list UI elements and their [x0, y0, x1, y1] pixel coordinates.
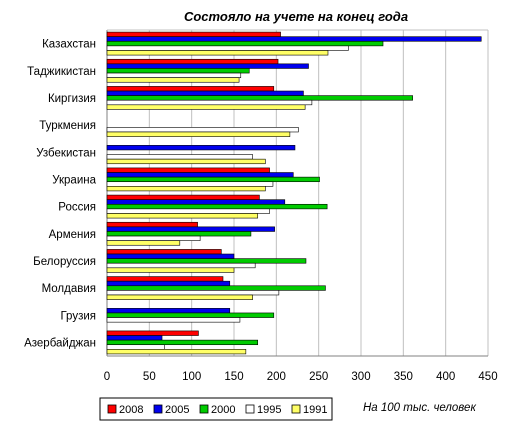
- bar-1995-7: [106, 235, 201, 241]
- bar-1991-1: [106, 77, 240, 83]
- bar-1991-4: [106, 158, 266, 165]
- bar-2005-9: [106, 280, 231, 287]
- bar-1991-7: [106, 240, 181, 246]
- legend-label-1995: 1995: [257, 404, 281, 416]
- bar-2005-6: [106, 199, 286, 205]
- category-label-2: Киргизия: [48, 93, 96, 105]
- x-tick-labels: 0 50 100 150 200 250 300 350 400 450: [104, 371, 498, 383]
- bar-2008-9: [106, 276, 224, 282]
- category-label-5: Украина: [52, 174, 96, 186]
- category-label-0: Казахстан: [42, 39, 96, 51]
- legend: 2008 2005 2000 1995 1991: [99, 397, 333, 421]
- x-tick-label-0: 0: [104, 371, 110, 383]
- legend-box: [99, 397, 333, 421]
- bar-1995-5: [106, 181, 274, 187]
- bar-2000-7: [106, 231, 252, 237]
- category-label-6: Россия: [58, 202, 96, 214]
- bar-1995-3: [106, 127, 299, 133]
- legend-swatch-2000: [199, 404, 209, 414]
- category-label-8: Белоруссия: [33, 256, 96, 268]
- bar-1991-5: [106, 186, 266, 192]
- bar-1995-8: [106, 262, 256, 269]
- bar-2005-0: [106, 36, 482, 42]
- bar-2000-11: [106, 339, 259, 346]
- bar-2008-1: [106, 58, 279, 65]
- bar-2005-7: [106, 226, 275, 232]
- bar-1995-1: [106, 72, 242, 78]
- bar-1995-10: [106, 317, 241, 323]
- legend-label-2005: 2005: [165, 404, 189, 416]
- x-tick-label-450: 450: [478, 371, 497, 383]
- category-label-11: Азербайджан: [24, 337, 96, 349]
- x-tick-label-250: 250: [309, 371, 328, 383]
- plot-area: [106, 31, 482, 355]
- bar-2000-8: [106, 258, 307, 264]
- bar-2005-8: [106, 253, 235, 259]
- bar-1991-8: [106, 267, 235, 273]
- legend-swatch-1995: [245, 404, 255, 414]
- bar-2005-11: [106, 335, 163, 341]
- x-tick-label-400: 400: [436, 371, 455, 383]
- bar-1995-0: [106, 45, 349, 51]
- bar-2000-0: [106, 40, 384, 47]
- bar-2000-9: [106, 285, 326, 291]
- units-note: На 100 тыс. человек: [363, 402, 476, 414]
- bar-2000-6: [106, 203, 328, 210]
- bar-2005-4: [106, 145, 296, 151]
- bar-1995-2: [106, 99, 313, 106]
- legend-label-2000: 2000: [211, 404, 235, 416]
- category-label-9: Молдавия: [42, 283, 96, 295]
- bar-2008-0: [106, 31, 281, 37]
- bar-2000-2: [106, 95, 413, 101]
- legend-swatch-2008: [107, 404, 117, 414]
- bar-1991-3: [106, 131, 291, 137]
- legend-label-1991: 1991: [303, 404, 327, 416]
- bar-2005-2: [106, 90, 304, 96]
- x-tick-label-200: 200: [267, 371, 286, 383]
- bar-2008-6: [106, 194, 260, 200]
- bar-2000-10: [106, 312, 275, 318]
- bar-2008-7: [106, 221, 198, 228]
- category-label-7: Армения: [49, 229, 96, 241]
- bar-2008-11: [106, 330, 199, 336]
- x-tick-label-150: 150: [224, 371, 243, 383]
- bar-1991-6: [106, 213, 259, 219]
- bar-1995-4: [106, 154, 253, 160]
- bar-1991-0: [106, 50, 329, 56]
- bar-2005-1: [106, 63, 309, 69]
- x-tick-label-50: 50: [143, 371, 156, 383]
- bar-2008-2: [106, 86, 275, 92]
- bar-1995-11: [106, 344, 165, 350]
- legend-label-2008: 2008: [119, 404, 143, 416]
- category-label-3: Туркмения: [39, 120, 96, 132]
- bar-2005-10: [106, 308, 231, 314]
- bar-1991-2: [106, 104, 306, 110]
- bar-1995-6: [106, 208, 270, 214]
- bar-1991-11: [106, 349, 247, 355]
- category-label-4: Узбекистан: [36, 147, 96, 159]
- legend-swatch-1991: [291, 404, 301, 414]
- gridlines: [106, 29, 489, 357]
- category-labels: Казахстан Таджикистан Киргизия Туркмения Узб…: [24, 39, 96, 350]
- bar-1995-9: [106, 290, 280, 296]
- bar-1991-9: [106, 294, 253, 300]
- bar-2005-5: [106, 172, 294, 178]
- x-tick-label-350: 350: [394, 371, 413, 383]
- bar-2008-8: [106, 249, 222, 255]
- category-label-1: Таджикистан: [27, 66, 96, 78]
- chart-title: Состояло на учете на конец года: [184, 9, 408, 24]
- legend-swatch-2005: [153, 404, 163, 414]
- category-label-10: Грузия: [60, 310, 96, 322]
- x-tick-label-100: 100: [182, 371, 201, 383]
- bar-2000-1: [106, 68, 250, 74]
- x-tick-label-300: 300: [351, 371, 370, 383]
- bar-2000-5: [106, 176, 320, 183]
- bar-2008-5: [106, 167, 270, 173]
